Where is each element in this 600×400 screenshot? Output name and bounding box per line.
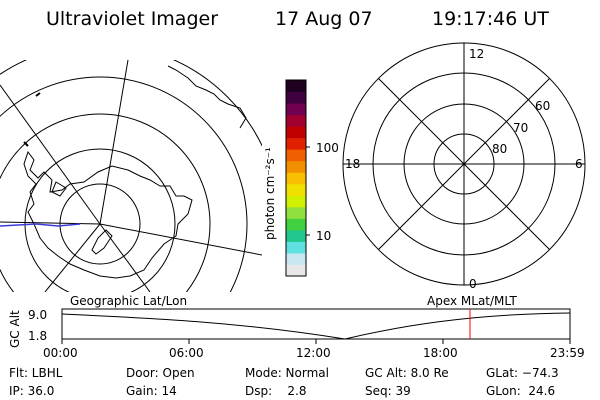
colorbar-band — [286, 114, 306, 127]
colorbar-band — [286, 218, 306, 231]
geo-lat-circle — [0, 113, 211, 292]
lat-label-60: 60 — [535, 99, 551, 113]
glon-label: GLon: 24.6 — [486, 384, 556, 398]
window-title: Ultraviolet Imager — [46, 8, 219, 30]
mode-label: Mode: Normal — [245, 366, 329, 380]
dsp-label: Dsp: 2.8 — [245, 384, 307, 398]
mlt-label-0: 0 — [469, 277, 477, 291]
geo-meridian — [44, 223, 101, 292]
flt-label: Flt: LBHL — [9, 366, 63, 380]
mlt-label-18: 18 — [345, 157, 361, 171]
y-tick-bottom: 1.8 — [28, 329, 48, 343]
geographic-map — [0, 60, 262, 292]
geo-meridian — [99, 223, 151, 292]
colorbar-frame — [285, 79, 307, 277]
colorbar-tick-label: 100 — [316, 141, 339, 155]
y-tick-top: 9.0 — [28, 308, 48, 322]
geo-map-label: Geographic Lat/Lon — [70, 294, 188, 308]
geo-meridian — [99, 223, 262, 256]
lat-label-80: 80 — [492, 142, 508, 156]
colorbar — [286, 80, 306, 277]
altitude-axis-label: GC Alt — [8, 310, 22, 348]
x-tick-label: 12:00 — [296, 346, 331, 360]
geo-meridian — [99, 60, 129, 225]
coastline — [23, 141, 29, 147]
colorbar-band — [286, 149, 306, 162]
x-tick-label: 06:00 — [169, 346, 204, 360]
ip-label: IP: 36.0 — [9, 384, 55, 398]
x-tick-label: 18:00 — [423, 346, 458, 360]
colorbar-band — [286, 137, 306, 150]
gc-alt-label: GC Alt: 8.0 Re — [365, 366, 449, 380]
coastline — [167, 65, 247, 129]
colorbar-band — [286, 183, 306, 196]
colorbar-unit-label: photon cm⁻²s⁻¹ — [263, 147, 277, 240]
coastline — [35, 92, 41, 97]
gain-label: Gain: 14 — [126, 384, 177, 398]
mlt-label-6: 6 — [575, 157, 583, 171]
orbit-track — [0, 223, 81, 227]
colorbar-band — [286, 172, 306, 185]
door-label: Door: Open — [126, 366, 195, 380]
colorbar-tick-label: 10 — [316, 229, 332, 243]
polar-plot-label: Apex MLat/MLT — [427, 294, 517, 308]
geo-meridian — [0, 84, 101, 225]
geo-lat-circle — [59, 183, 141, 265]
polar-diagonal — [377, 77, 551, 251]
coastline — [91, 229, 113, 255]
colorbar-band — [286, 103, 306, 116]
lat-label-70: 70 — [513, 121, 529, 135]
colorbar-band — [286, 80, 306, 93]
x-tick-label: 23:59 — [550, 346, 585, 360]
coastline — [51, 181, 67, 197]
colorbar-band — [286, 229, 306, 242]
colorbar-band — [286, 126, 306, 139]
colorbar-band — [286, 206, 306, 219]
mlt-label-12: 12 — [469, 47, 485, 61]
polar-plot — [342, 42, 586, 286]
colorbar-band — [286, 160, 306, 173]
glat-label: GLat: −74.3 — [486, 366, 559, 380]
geo-meridian — [0, 221, 101, 225]
altitude-curve — [61, 312, 571, 340]
colorbar-band — [286, 195, 306, 208]
colorbar-band — [286, 91, 306, 104]
date-label: 17 Aug 07 — [275, 8, 373, 30]
time-label: 19:17:46 UT — [432, 8, 549, 30]
seq-label: Seq: 39 — [365, 384, 411, 398]
altitude-strip — [61, 308, 571, 344]
colorbar-band — [286, 241, 306, 254]
colorbar-band — [286, 252, 306, 265]
geo-lat-circle — [0, 76, 248, 292]
colorbar-band — [286, 264, 306, 277]
x-tick-label: 00:00 — [43, 346, 78, 360]
coastline — [23, 150, 193, 279]
